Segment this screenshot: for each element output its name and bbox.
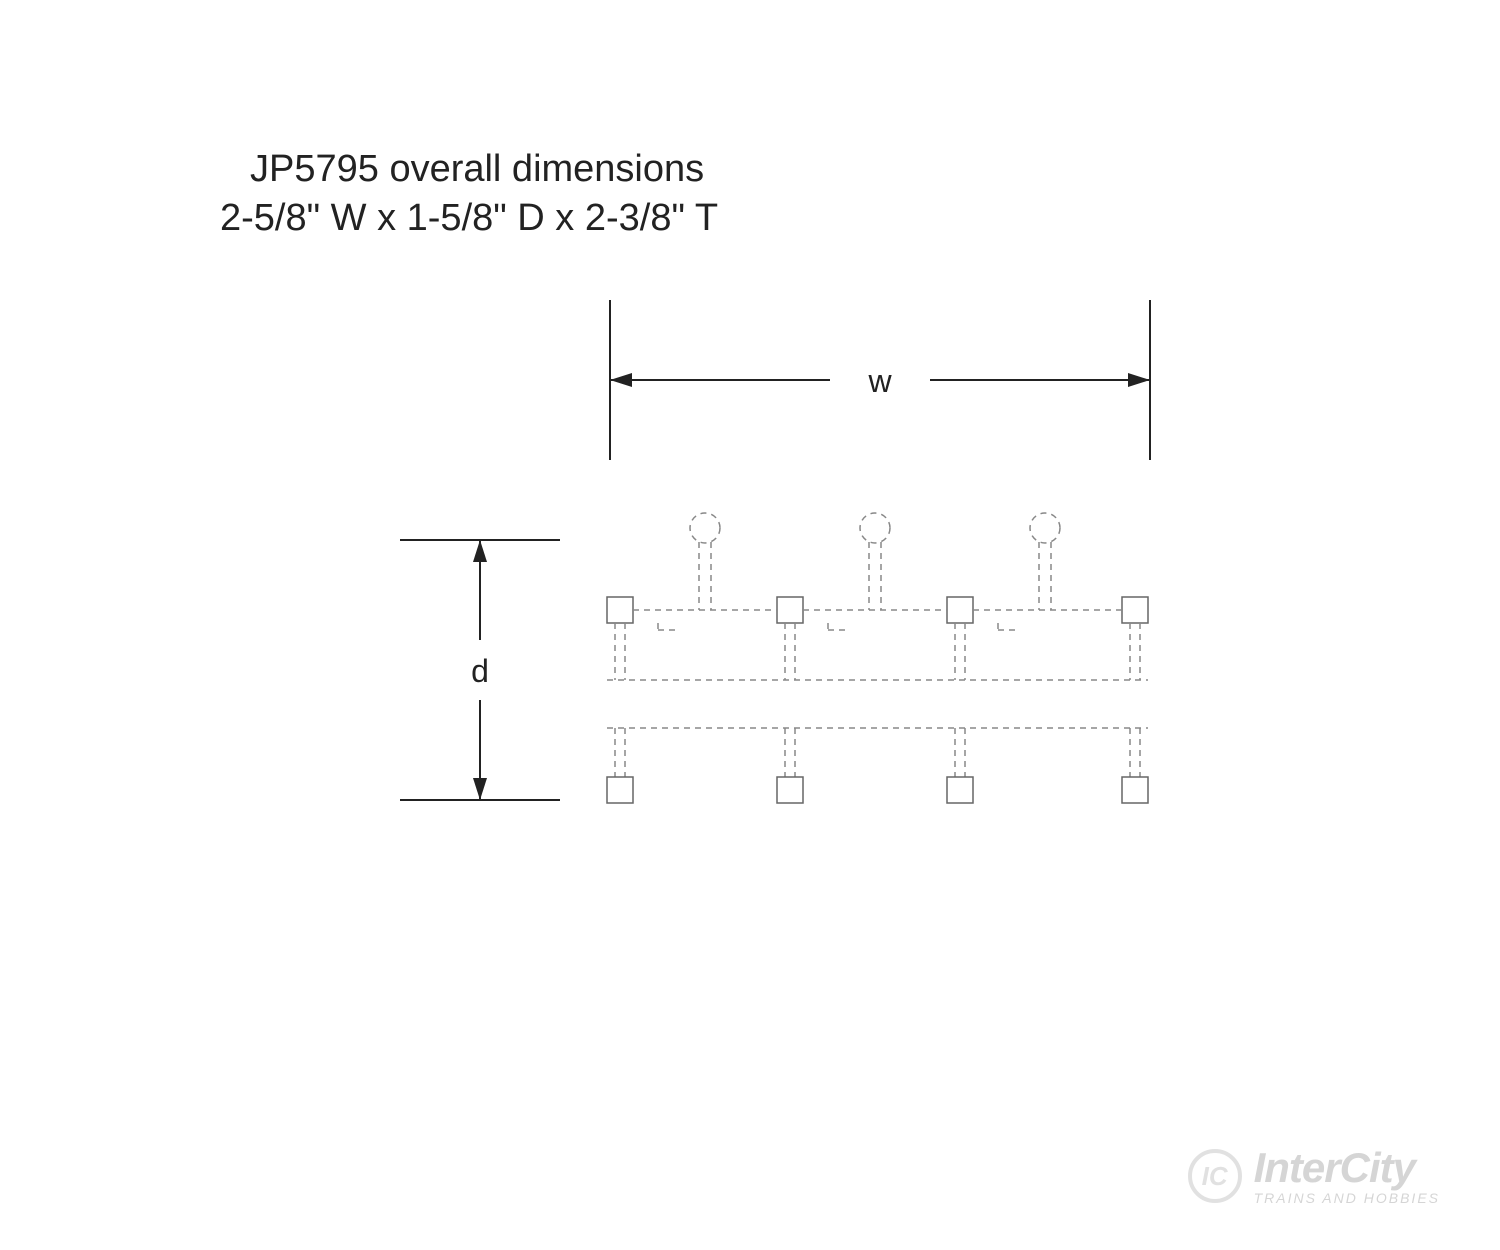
w-dimension-group: w xyxy=(610,300,1150,460)
dimension-diagram: w d xyxy=(400,280,1300,880)
watermark-sub: TRAINS AND HOBBIES xyxy=(1254,1191,1440,1205)
title-line-1: JP5795 overall dimensions xyxy=(250,145,718,194)
watermark-main: InterCity xyxy=(1254,1147,1440,1189)
d-label: d xyxy=(471,653,489,689)
page-container: JP5795 overall dimensions 2-5/8" W x 1-5… xyxy=(0,0,1500,1250)
d-dimension-group: d xyxy=(400,540,560,800)
w-label: w xyxy=(867,363,892,399)
lamp-post-1 xyxy=(690,513,720,610)
title-block: JP5795 overall dimensions 2-5/8" W x 1-5… xyxy=(220,145,718,244)
watermark: IC InterCity TRAINS AND HOBBIES xyxy=(1188,1147,1440,1205)
watermark-logo-icon: IC xyxy=(1188,1149,1242,1203)
fixture-drawing xyxy=(607,513,1148,803)
lamp-post-2 xyxy=(860,513,890,610)
title-line-2: 2-5/8" W x 1-5/8" D x 2-3/8" T xyxy=(220,194,718,243)
lamp-post-3 xyxy=(1030,513,1060,610)
watermark-text: InterCity TRAINS AND HOBBIES xyxy=(1254,1147,1440,1205)
